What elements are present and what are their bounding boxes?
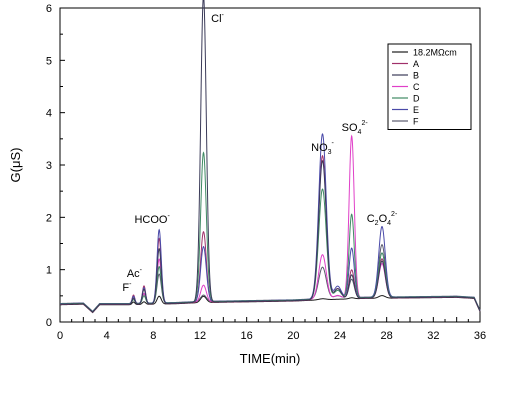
x-tick-label: 0 (57, 330, 63, 342)
peak-charge: - (140, 267, 143, 274)
legend-label: F (413, 117, 419, 127)
peak-subscript: 3 (328, 149, 332, 156)
peak-charge: - (332, 140, 335, 147)
y-tick-label: 3 (46, 160, 52, 172)
peak-charge: - (222, 12, 225, 19)
y-tick-label: 2 (46, 212, 52, 224)
x-tick-label: 28 (381, 330, 393, 342)
legend-label: B (413, 71, 419, 81)
y-tick-label: 5 (46, 55, 52, 67)
legend-label: 18.2MΩcm (413, 48, 457, 58)
peak-charge: - (167, 213, 170, 220)
x-tick-label: 20 (287, 330, 299, 342)
y-tick-label: 6 (46, 3, 52, 15)
y-axis-label: G(μS) (8, 148, 23, 183)
x-tick-label: 12 (194, 330, 206, 342)
x-tick-label: 8 (150, 330, 156, 342)
peak-subscript: 2 (375, 220, 379, 227)
x-tick-label: 4 (104, 330, 110, 342)
x-tick-label: 16 (241, 330, 253, 342)
peak-label: NO3- (311, 140, 334, 156)
legend-label: D (413, 94, 420, 104)
peak-name: C (367, 213, 375, 225)
legend-label: A (413, 59, 419, 69)
peak-label: SO4 2- (342, 120, 369, 136)
peak-label: F- (122, 281, 132, 294)
y-tick-label: 1 (46, 265, 52, 277)
peak-subscript: 4 (358, 129, 362, 136)
peak-name: HCOO (134, 214, 167, 226)
x-axis-label: TIME(min) (240, 351, 301, 366)
peak-name: Cl (211, 13, 221, 25)
peak-charge: 2- (361, 120, 368, 127)
peak-name: F (122, 282, 129, 294)
series-line-2 (60, 0, 481, 313)
peak-subscript-2: 4 (387, 220, 391, 227)
peak-label: C2O42- (367, 211, 398, 227)
legend-label: E (413, 105, 419, 115)
peak-name-part2: O (379, 213, 388, 225)
peak-charge: 2- (391, 211, 398, 218)
peak-name: Ac (127, 268, 140, 280)
x-tick-label: 24 (334, 330, 346, 342)
x-axis-ticks: 0 4 8 12 16 20 24 28 32 36 (57, 317, 486, 342)
peak-label: Ac- (127, 267, 143, 280)
peak-name: NO (311, 142, 328, 154)
peak-name: SO (342, 122, 358, 134)
y-tick-label: 4 (46, 108, 52, 120)
x-tick-label: 32 (427, 330, 439, 342)
y-tick-label: 0 (46, 317, 52, 329)
y-axis-ticks: 0 1 2 3 4 5 6 (46, 3, 65, 329)
series-lines (59, 0, 481, 314)
x-tick-label: 36 (474, 330, 486, 342)
peak-labels: F-Ac-HCOO-Cl-NO3-SO42-C2O42- (122, 12, 398, 294)
peak-charge: - (129, 281, 132, 288)
peak-label: Cl- (211, 12, 224, 25)
peak-label: HCOO- (134, 213, 170, 226)
legend-label: C (413, 82, 420, 92)
